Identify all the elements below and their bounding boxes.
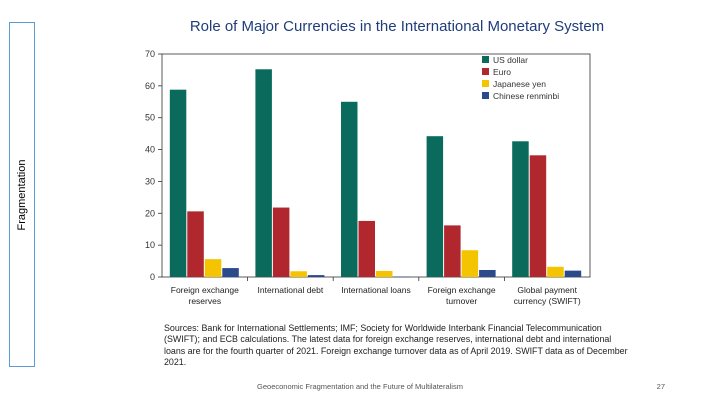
legend-label: US dollar <box>493 55 528 65</box>
legend-swatch <box>482 92 489 99</box>
bar-japanese-yen <box>376 270 393 277</box>
bar-chinese-renminbi <box>222 268 239 277</box>
bar-euro <box>529 155 547 277</box>
category-label: turnover <box>446 296 477 306</box>
bar-japanese-yen <box>204 259 222 277</box>
category-label: Foreign exchange <box>171 285 239 295</box>
legend-swatch <box>482 80 489 87</box>
y-tick-label: 20 <box>145 208 155 218</box>
bar-us-dollar <box>512 141 529 277</box>
y-tick-label: 60 <box>145 81 155 91</box>
category-label: currency (SWIFT) <box>514 296 581 306</box>
bar-us-dollar <box>426 136 444 277</box>
bar-japanese-yen <box>547 266 564 277</box>
bar-japanese-yen <box>290 271 307 277</box>
chart-title: Role of Major Currencies in the Internat… <box>189 18 605 35</box>
y-tick-label: 50 <box>145 113 155 123</box>
y-tick-label: 70 <box>145 49 155 59</box>
bar-chinese-renminbi <box>479 269 496 277</box>
bar-euro <box>272 207 290 277</box>
bar-euro <box>444 225 461 277</box>
y-tick-label: 40 <box>145 145 155 155</box>
bar-us-dollar <box>169 89 187 278</box>
bar-us-dollar <box>341 101 358 278</box>
category-label: International debt <box>258 285 324 295</box>
category-label: Foreign exchange <box>428 285 496 295</box>
bar-euro <box>187 211 204 277</box>
page-number: 27 <box>656 382 665 391</box>
bar-japanese-yen <box>461 250 479 277</box>
legend-swatch <box>482 68 489 75</box>
side-label: Fragmentation <box>16 159 28 231</box>
bar-chinese-renminbi <box>564 270 582 277</box>
legend-label: Chinese renminbi <box>493 91 559 101</box>
bar-us-dollar <box>255 69 272 277</box>
category-label: International loans <box>341 285 410 295</box>
legend-swatch <box>482 56 489 63</box>
legend-label: Euro <box>493 67 511 77</box>
category-label: reserves <box>189 296 222 306</box>
y-tick-label: 30 <box>145 176 155 186</box>
sources-note: Sources: Bank for International Settleme… <box>164 323 628 367</box>
category-label: Global payment <box>517 285 577 295</box>
bar-euro <box>358 220 375 277</box>
footer-text: Geoeconomic Fragmentation and the Future… <box>257 382 463 391</box>
side-frame <box>9 22 35 367</box>
y-tick-label: 10 <box>145 240 155 250</box>
legend-label: Japanese yen <box>493 79 546 89</box>
y-tick-label: 0 <box>150 272 155 282</box>
bar-chinese-renminbi <box>307 275 325 277</box>
bar-chinese-renminbi <box>393 276 410 278</box>
